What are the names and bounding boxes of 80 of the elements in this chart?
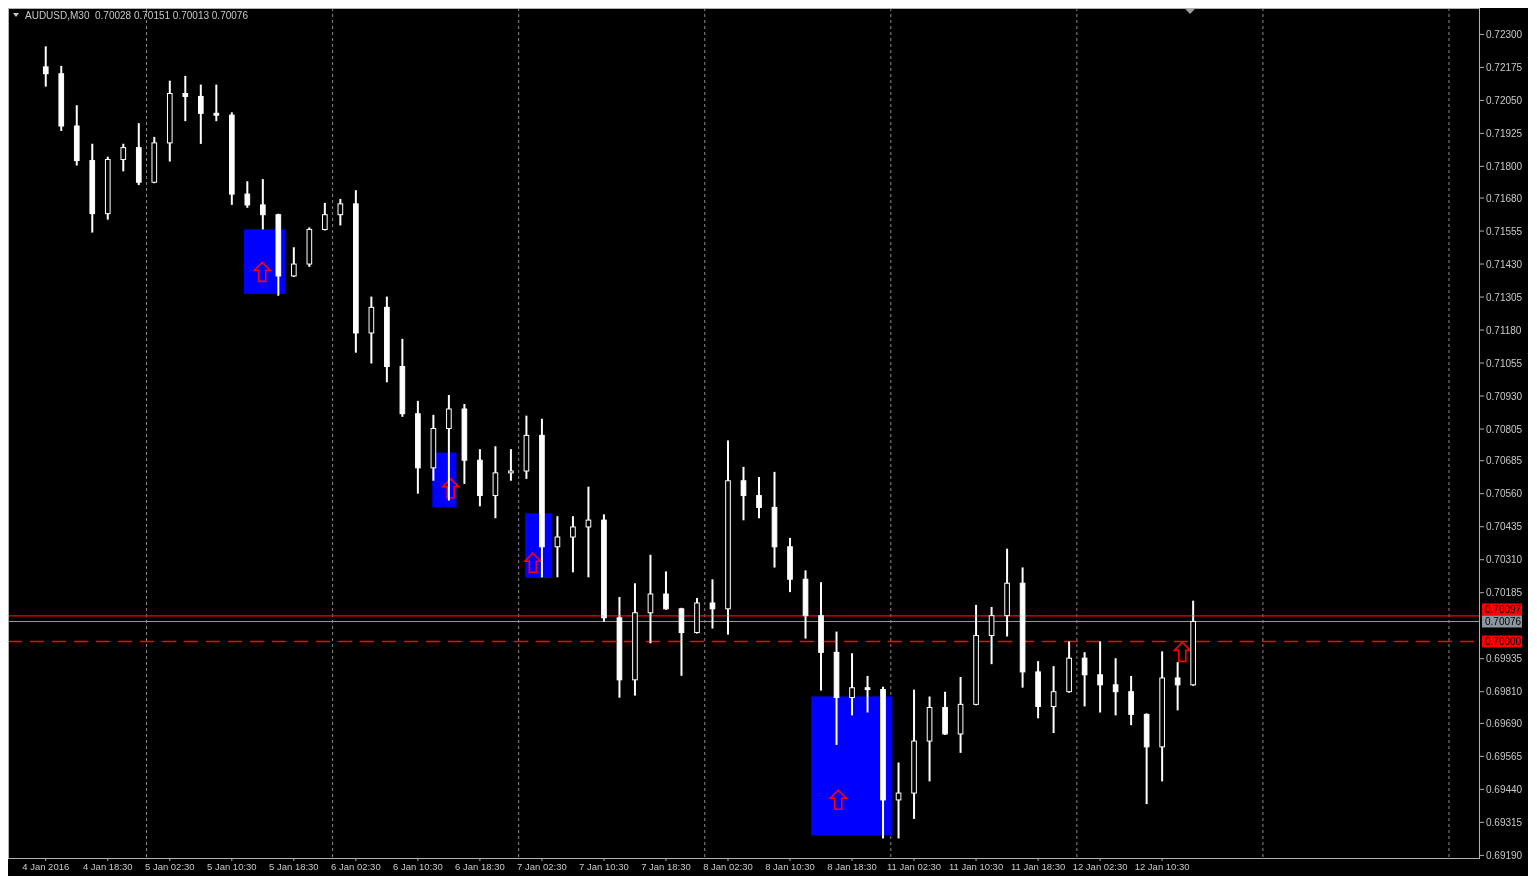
y-tick-label: 0.70685 [1486, 455, 1523, 467]
y-tick-label: 0.72300 [1486, 28, 1523, 40]
y-tick-label: 0.71925 [1486, 127, 1523, 139]
candlestick [709, 579, 716, 629]
candlestick [895, 762, 902, 839]
chart-title: AUDUSD,M30 0.70028 0.70151 0.70013 0.70076 [25, 10, 249, 21]
ref-line-label: 0.70097 [1485, 603, 1522, 615]
y-tick-label: 0.70310 [1486, 554, 1523, 566]
candlestick [291, 247, 297, 277]
x-tick-label: 11 Jan 18:30 [1010, 861, 1066, 872]
x-tick-label: 4 Jan 18:30 [82, 861, 133, 872]
candlestick [182, 75, 189, 122]
y-tick-label: 0.71680 [1486, 192, 1523, 204]
candlestick [849, 653, 855, 716]
x-tick-label: 8 Jan 18:30 [827, 861, 877, 872]
candlestick [120, 143, 127, 172]
x-tick-label: 12 Jan 02:30 [1072, 861, 1128, 872]
candlestick [663, 571, 669, 610]
candlestick [508, 449, 514, 481]
candlestick [337, 198, 344, 226]
x-tick-label: 12 Jan 10:30 [1134, 861, 1190, 872]
y-tick-label: 0.72050 [1486, 94, 1523, 106]
y-tick-label: 0.69440 [1486, 783, 1523, 795]
x-tick-label: 7 Jan 10:30 [579, 861, 629, 872]
y-tick-label: 0.70435 [1486, 521, 1523, 533]
candlestick [756, 476, 762, 519]
x-tick-label: 11 Jan 02:30 [886, 861, 942, 872]
candlestick [244, 181, 251, 208]
candlestick [647, 554, 654, 644]
candlestick [42, 46, 49, 87]
candlestick [1050, 666, 1057, 734]
y-tick-label: 0.69690 [1486, 717, 1523, 729]
ref-line-label: 0.70076 [1485, 615, 1522, 627]
ref-line-label: 0.70000 [1485, 636, 1522, 648]
y-tick-label: 0.70805 [1486, 423, 1523, 435]
candlestick [1112, 658, 1119, 716]
x-tick-label: 8 Jan 10:30 [765, 861, 815, 872]
y-tick-label: 0.69190 [1486, 849, 1523, 861]
candlestick [988, 607, 995, 665]
x-tick-label: 6 Jan 02:30 [331, 861, 381, 872]
y-tick-label: 0.69315 [1486, 816, 1523, 828]
y-tick-label: 0.71430 [1486, 258, 1523, 270]
x-tick-label: 7 Jan 02:30 [517, 861, 567, 872]
x-tick-label: 4 Jan 2016 [22, 861, 70, 872]
candlestick [1174, 662, 1181, 711]
candlestick [197, 84, 204, 144]
x-tick-label: 7 Jan 18:30 [641, 861, 691, 872]
x-tick-label: 6 Jan 18:30 [455, 861, 505, 872]
x-tick-label: 5 Jan 18:30 [269, 861, 319, 872]
candlestick [492, 446, 499, 519]
candlestick [1128, 675, 1134, 726]
y-tick-label: 0.71305 [1486, 291, 1523, 303]
x-tick-label: 5 Jan 02:30 [144, 861, 195, 872]
y-tick-label: 0.69935 [1486, 653, 1523, 665]
x-tick-label: 5 Jan 10:30 [206, 861, 257, 872]
y-tick-label: 0.70185 [1486, 587, 1523, 599]
y-tick-label: 0.70560 [1486, 488, 1523, 500]
x-tick-label: 6 Jan 10:30 [393, 861, 443, 872]
candlestick [1097, 641, 1103, 713]
y-tick-label: 0.71055 [1486, 357, 1523, 369]
candlestick [1081, 652, 1088, 707]
candlestick [864, 675, 871, 713]
y-tick-label: 0.71800 [1486, 160, 1523, 172]
candlestick [740, 466, 747, 521]
candlestick [570, 516, 576, 573]
candlestick [322, 202, 328, 231]
y-tick-label: 0.71555 [1486, 225, 1523, 237]
y-tick-label: 0.71180 [1486, 324, 1522, 336]
y-tick-label: 0.69565 [1486, 750, 1523, 762]
x-tick-label: 8 Jan 02:30 [703, 861, 753, 872]
candlestick [213, 84, 220, 122]
candlestick [554, 516, 561, 578]
candlestick [446, 395, 452, 501]
candlestick [260, 179, 266, 230]
y-tick-label: 0.72175 [1486, 61, 1523, 73]
candlestick [585, 486, 592, 578]
y-tick-label: 0.70930 [1486, 390, 1523, 402]
candlestick [678, 607, 685, 676]
x-tick-label: 11 Jan 10:30 [948, 861, 1004, 872]
y-tick-label: 0.69810 [1486, 686, 1523, 698]
